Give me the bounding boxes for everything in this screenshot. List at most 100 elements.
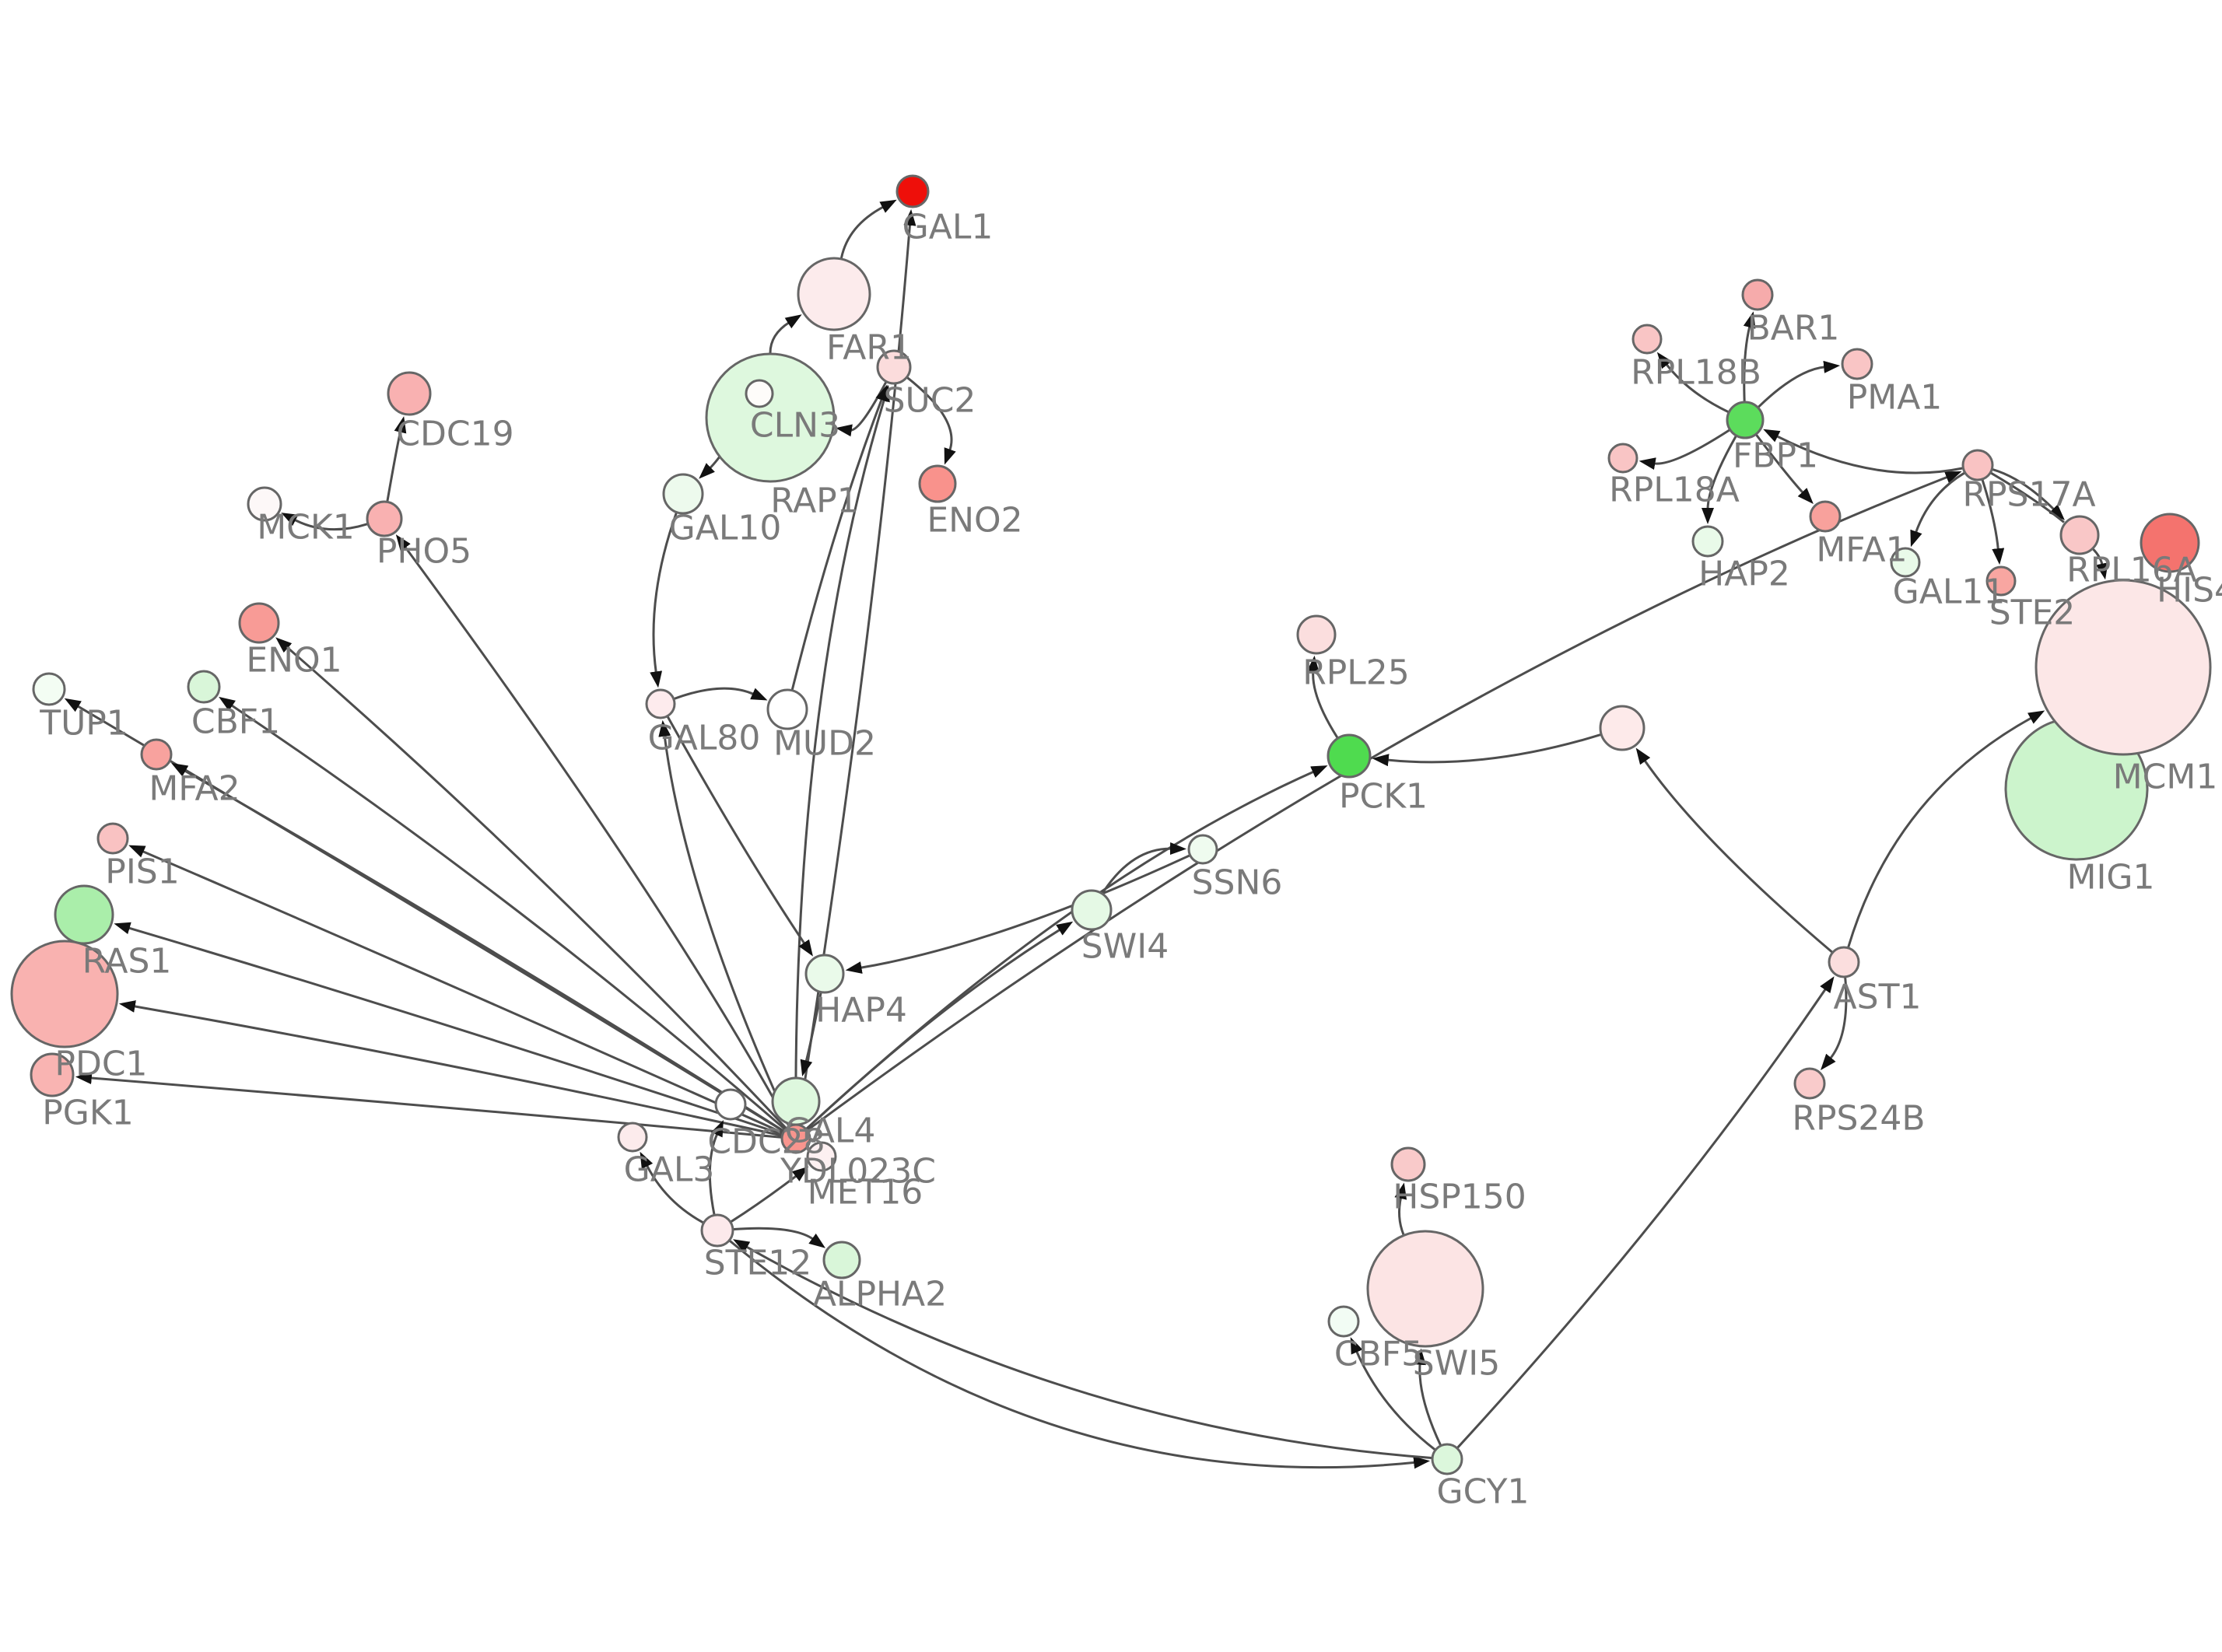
node-RPS17A[interactable] [1961, 449, 1994, 481]
node-ENO1[interactable] [238, 602, 280, 644]
node-MFA2[interactable] [140, 738, 173, 771]
edge-GAL10-GAL80[interactable] [650, 512, 678, 688]
node-RPL18B[interactable] [1631, 324, 1663, 355]
node-MCM1[interactable] [2034, 579, 2212, 756]
node-PIS1[interactable] [96, 822, 129, 855]
edge-CLN3-FAR1[interactable] [769, 314, 802, 354]
edge-SWI4-SSN6[interactable] [1101, 842, 1186, 894]
node-STE2[interactable] [1985, 565, 2017, 597]
edge-GCY1-SWI5[interactable] [1413, 1348, 1442, 1446]
node-CBF5[interactable] [1327, 1305, 1360, 1338]
edge-UNNAMED-PCK1[interactable] [1372, 733, 1601, 767]
node-HAP4[interactable] [804, 954, 845, 994]
node-ENO2[interactable] [918, 464, 957, 503]
node-GAL11[interactable] [1890, 547, 1921, 578]
edge-HAP4-GAL4[interactable] [800, 992, 822, 1076]
edge-PCK1-RPL25[interactable] [1306, 655, 1339, 739]
node-RPL18A[interactable] [1607, 443, 1638, 474]
edge-AST1-RPS24B[interactable] [1821, 977, 1848, 1071]
node-ALPHA2[interactable] [822, 1241, 861, 1279]
edge-YDL023C-PGK1[interactable] [75, 1072, 782, 1139]
node-FAR1[interactable] [797, 257, 871, 331]
node-CBF1[interactable] [187, 670, 221, 704]
edge-FBP1-MFA1[interactable] [1755, 434, 1814, 504]
edge-YDL023C-GAL80[interactable] [658, 719, 791, 1126]
edge-YDL023C-ENO1[interactable] [275, 637, 787, 1129]
edge-MUD2-SUC2[interactable] [790, 384, 888, 691]
edge-FBP1-BAR1[interactable] [1743, 311, 1756, 402]
edge-RPL16A-MCM1[interactable] [2092, 548, 2108, 580]
node-SWI5[interactable] [1366, 1230, 1484, 1348]
edge-STE12-CDC28[interactable] [708, 1119, 724, 1215]
edge-PHO5-CDC19[interactable] [386, 416, 407, 502]
node-CDC19[interactable] [387, 371, 432, 416]
node-GAL3[interactable] [617, 1122, 648, 1153]
node-CLN3[interactable] [705, 352, 836, 483]
edge-GAL80-MUD2[interactable] [674, 687, 768, 701]
node-MCK1[interactable] [247, 486, 282, 522]
node-AST1[interactable] [1828, 946, 1860, 978]
node-PDC1[interactable] [10, 940, 119, 1048]
edge-AST1-MCM1[interactable] [1847, 710, 2045, 948]
node-GAL1[interactable] [895, 174, 930, 208]
node-MFA1[interactable] [1809, 500, 1842, 533]
edge-FBP1-HAP2[interactable] [1702, 436, 1737, 524]
edge-GAL80-HAP4[interactable] [666, 716, 813, 957]
node-PHO5[interactable] [366, 500, 403, 537]
node-RAS1[interactable] [54, 884, 114, 945]
node-HAP2[interactable] [1691, 525, 1724, 558]
node-GAL10[interactable] [662, 473, 704, 515]
edge-YDL023C-PIS1[interactable] [128, 845, 783, 1134]
node-BAR1[interactable] [1741, 278, 1774, 311]
edge-YDL023C-RAS1[interactable] [114, 922, 783, 1136]
node-CDC28[interactable] [714, 1088, 747, 1121]
edge-SWI5-HSP150[interactable] [1394, 1182, 1407, 1235]
edge-YDL023C-PHO5[interactable] [395, 534, 790, 1127]
node-MUD2[interactable] [766, 688, 808, 730]
node-STE12[interactable] [700, 1213, 734, 1248]
node-RPL16A[interactable] [2059, 515, 2100, 555]
edge-FBP1-RPL18B[interactable] [1656, 352, 1730, 413]
edge-FBP1-PMA1[interactable] [1758, 360, 1841, 408]
node-GCY1[interactable] [1431, 1443, 1463, 1475]
edge-RPS17A-GAL11[interactable] [1910, 471, 1965, 548]
node-RPL25[interactable] [1296, 614, 1337, 655]
node-MET16[interactable] [806, 1141, 837, 1172]
edge-GCY1-STE12[interactable] [733, 1239, 1432, 1459]
edge-SSN6-HAP4[interactable] [845, 854, 1190, 974]
node-PMA1[interactable] [1841, 348, 1873, 380]
node-HSP150[interactable] [1390, 1146, 1426, 1182]
edge-RPS17A-FBP1[interactable] [1763, 429, 1963, 474]
edge-STE12-GCY1[interactable] [729, 1240, 1431, 1469]
node-YDL023C[interactable] [780, 1123, 811, 1154]
edge-YDL023C-PDC1[interactable] [118, 1000, 782, 1137]
edge-FBP1-RPL18A[interactable] [1638, 429, 1730, 471]
edge-SUC2-ENO2[interactable] [906, 376, 956, 465]
node-SUC2[interactable] [876, 349, 912, 385]
edge-STE12-ALPHA2[interactable] [733, 1227, 825, 1248]
edge-FAR1-GAL1[interactable] [839, 199, 897, 259]
edge-RPS17A-RPL16A[interactable] [1990, 471, 2065, 523]
edge-PHO5-MCK1[interactable] [281, 513, 368, 531]
node-TUP1[interactable] [32, 672, 66, 706]
edge-SUC2-CLN3[interactable] [835, 381, 888, 437]
edge-AST1-UNNAMED[interactable] [1635, 747, 1833, 954]
node-SSN6[interactable] [1187, 834, 1218, 865]
edge-RPS17A-RPL16A[interactable] [1992, 468, 2065, 520]
node-GAL80[interactable] [645, 688, 676, 719]
edge-GCY1-CBF5[interactable] [1350, 1337, 1436, 1451]
node-HIS4[interactable] [2140, 513, 2200, 573]
node-SWI4[interactable] [1071, 889, 1113, 931]
node-RAP1[interactable] [745, 379, 774, 408]
node-PGK1[interactable] [30, 1052, 75, 1097]
edge-YDL023C-MFA2[interactable] [171, 762, 784, 1132]
edge-YDL023C-RPS17A[interactable] [807, 471, 1962, 1131]
edge-STE12-GAL3[interactable] [640, 1151, 704, 1224]
node-FBP1[interactable] [1726, 401, 1765, 439]
edge-GCY1-AST1[interactable] [1456, 976, 1835, 1449]
edge-YDL023C-PCK1[interactable] [805, 765, 1328, 1130]
node-RPS24B[interactable] [1793, 1067, 1826, 1100]
node-UNNAMED[interactable] [1599, 705, 1645, 751]
edge-STE12-MET16[interactable] [730, 1166, 809, 1223]
